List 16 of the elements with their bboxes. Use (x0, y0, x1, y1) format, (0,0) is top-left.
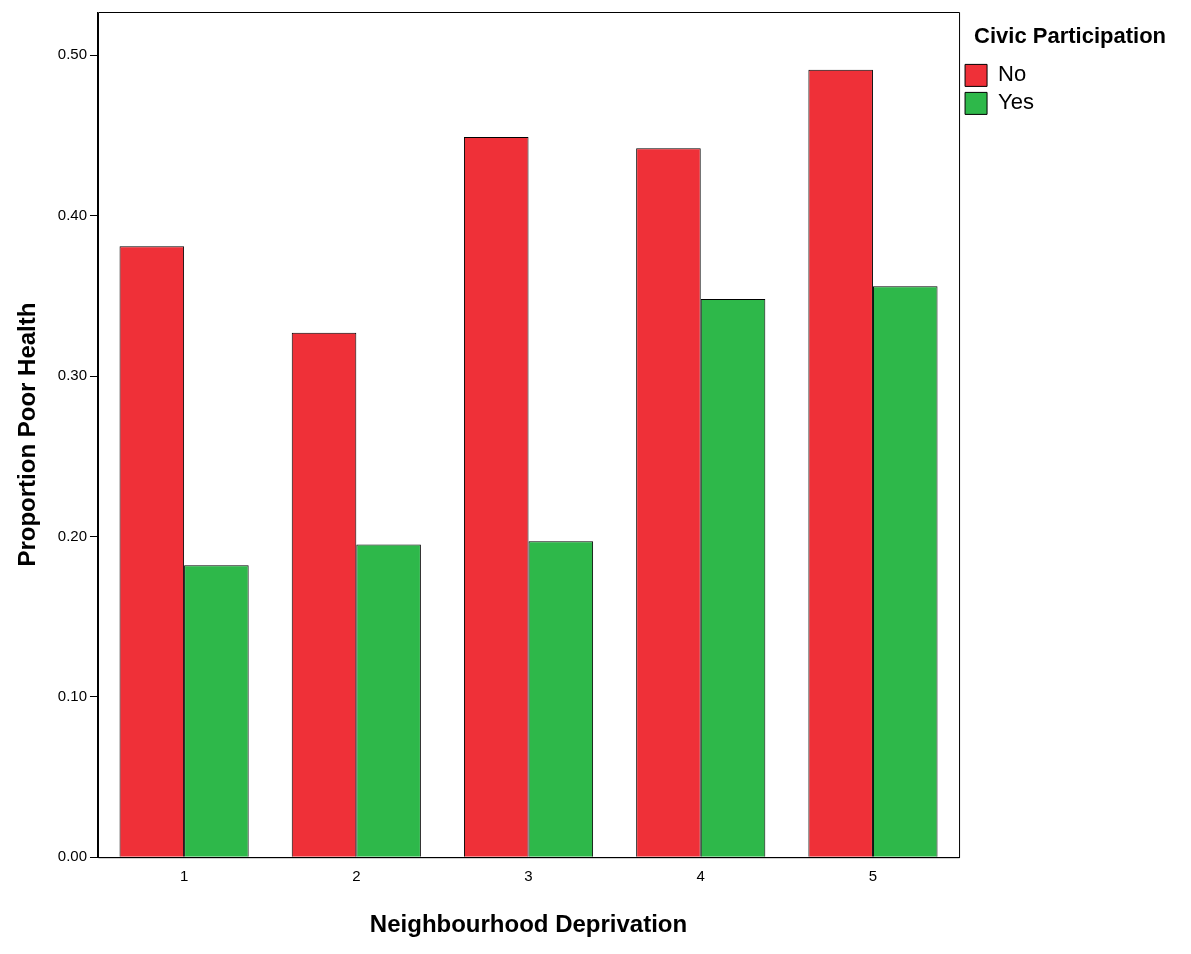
x-tick-label: 1 (179, 867, 189, 885)
y-tick-label: 0.40 (57, 205, 87, 223)
x-tick-label: 5 (868, 867, 878, 885)
x-axis-title: Neighbourhood Deprivation (369, 910, 688, 938)
y-tick-label: 0.10 (57, 686, 87, 704)
legend-label: No (998, 61, 1027, 87)
y-axis-title: Proportion Poor Health (13, 302, 41, 567)
y-tick-label: 0.20 (57, 526, 87, 544)
x-tick-label: 2 (352, 867, 361, 885)
y-tick-label: 0.00 (57, 847, 87, 865)
x-tick-label: 4 (696, 867, 705, 885)
legend-label: Yes (998, 89, 1034, 115)
x-tick-label: 3 (524, 867, 533, 885)
legend-title: Civic Participation (974, 23, 1167, 49)
y-tick-label: 0.50 (57, 45, 87, 63)
y-tick-label: 0.30 (57, 366, 87, 384)
